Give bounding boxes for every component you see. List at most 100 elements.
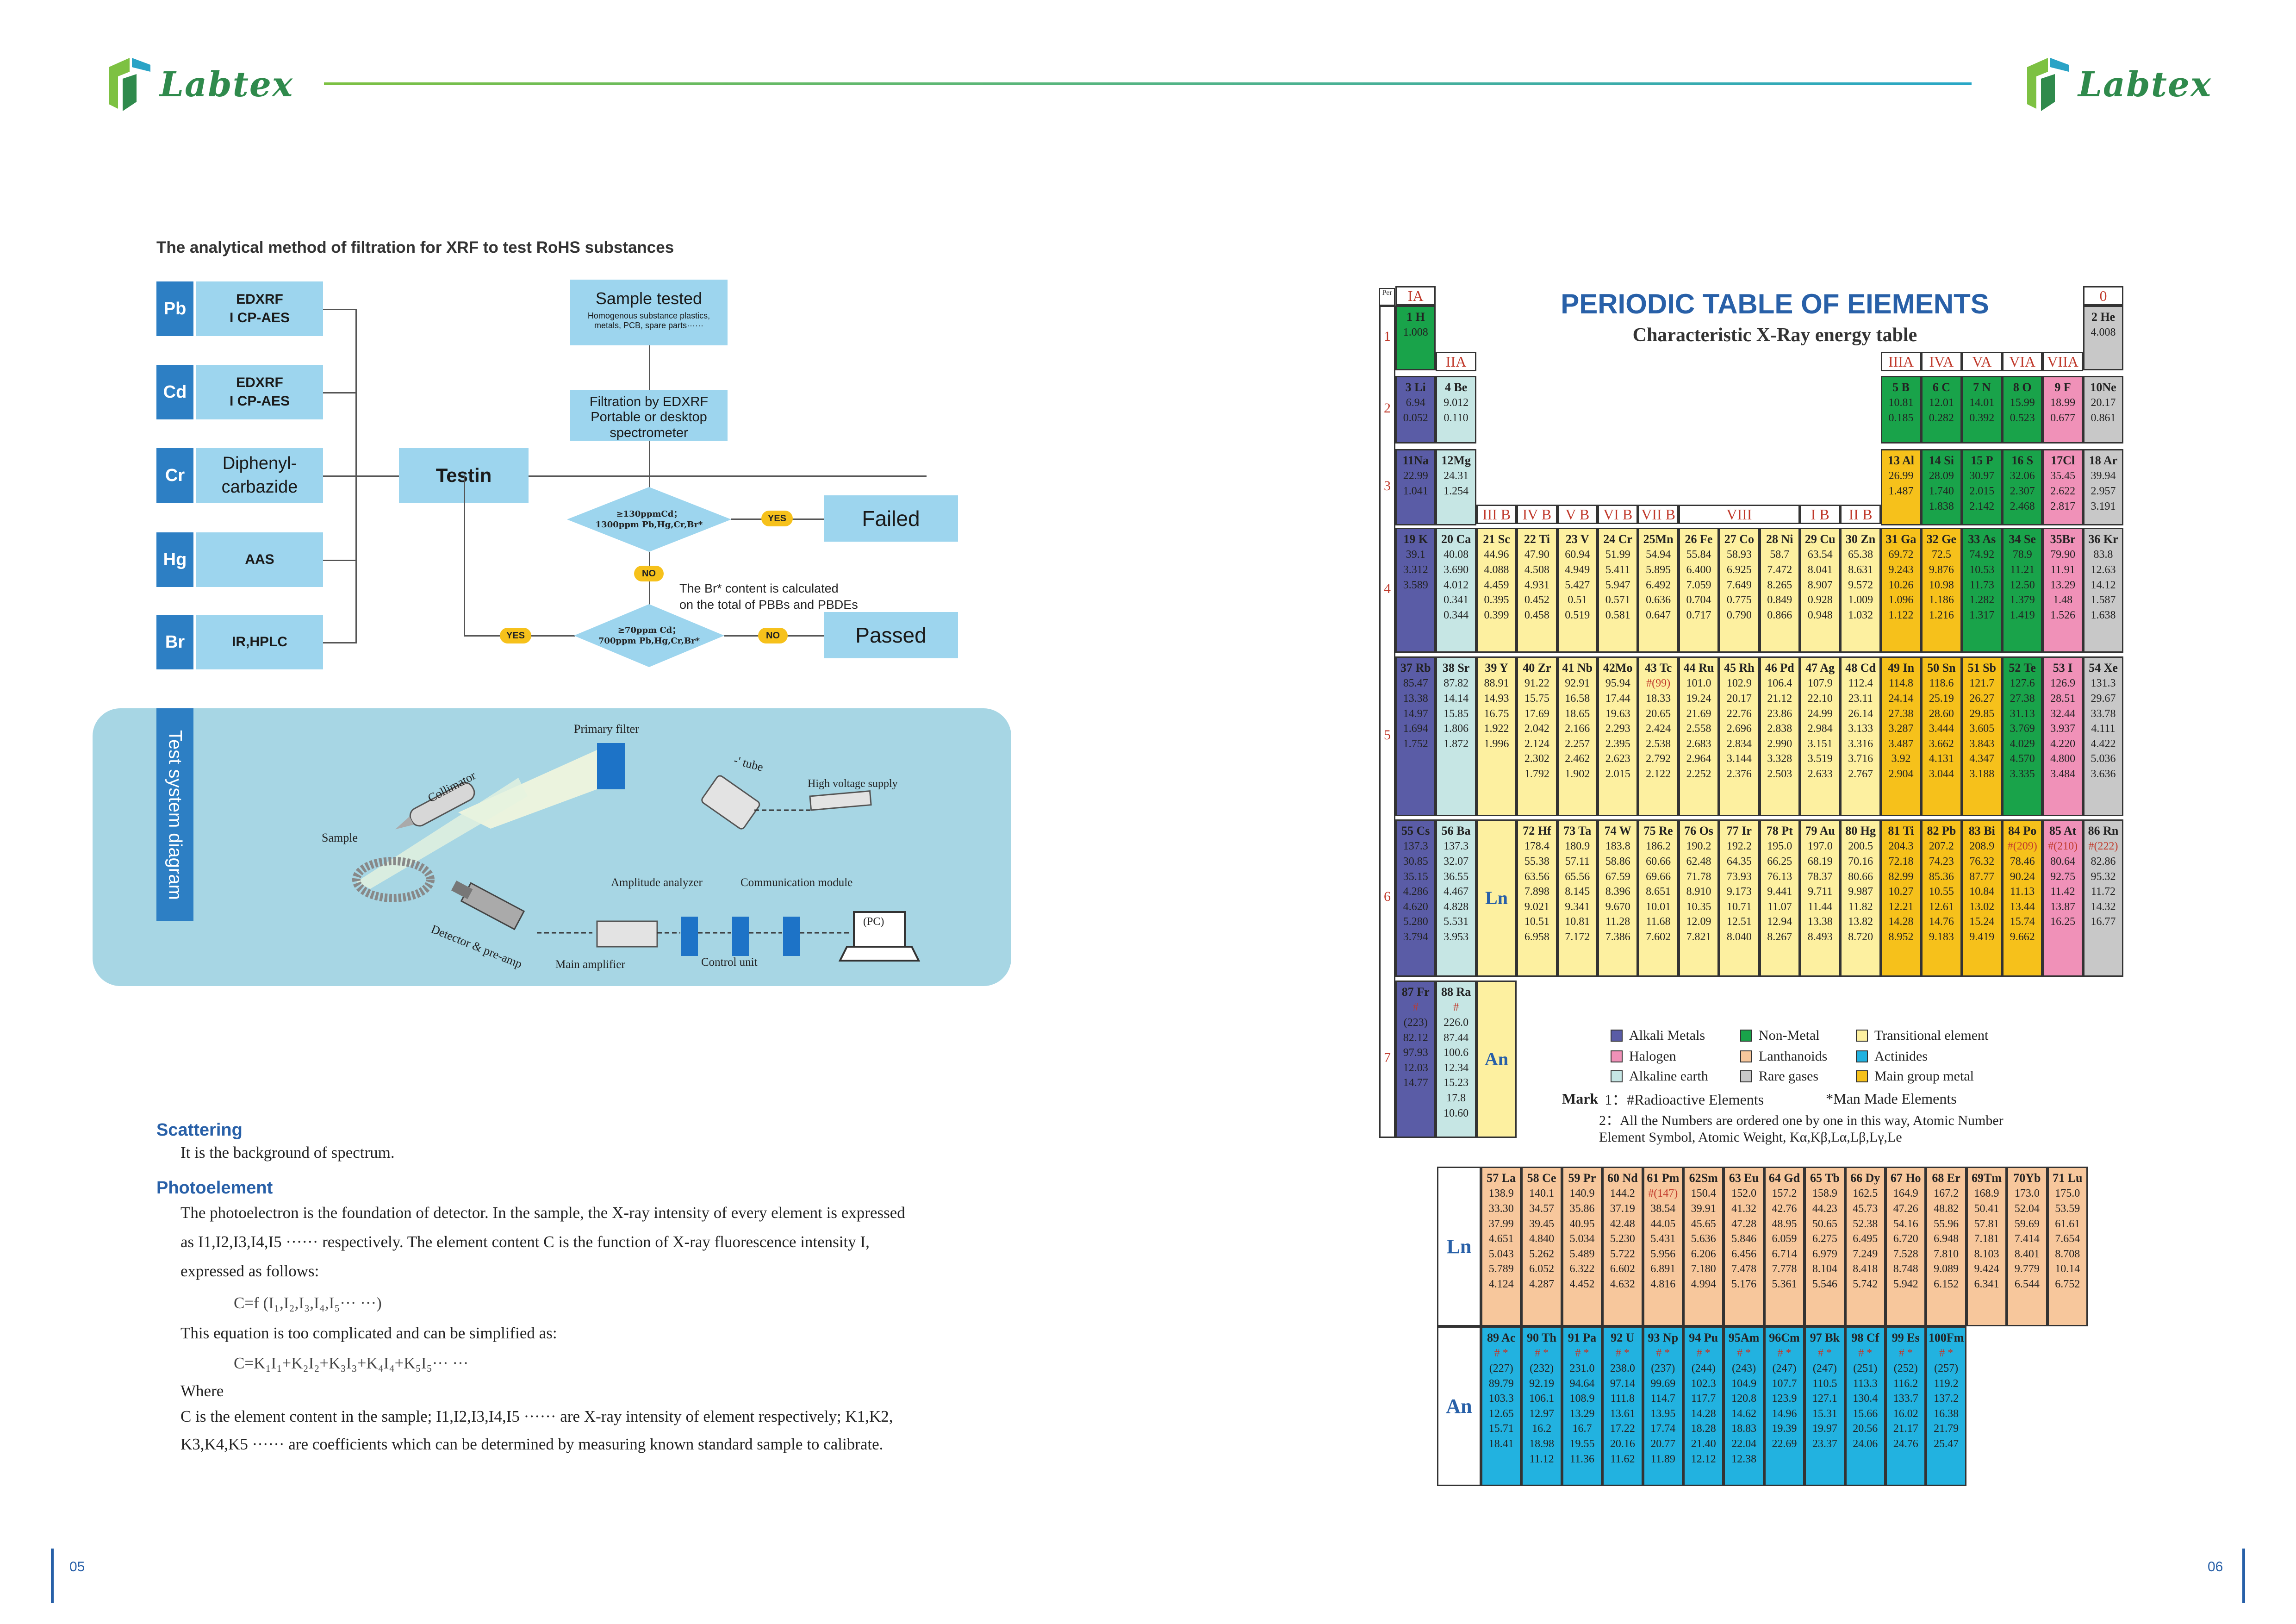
method-pb: Pb EDXRF I CP-AES xyxy=(156,281,323,336)
element-cell: 56 Ba 137.3 32.07 36.55 4.467 4.828 5.531 3.953 xyxy=(1436,819,1476,977)
element-symbol: 68 Er xyxy=(1932,1171,1960,1185)
element-value: 102.3 xyxy=(1691,1377,1716,1390)
element-symbol: 20 Ca xyxy=(1441,532,1471,546)
para-5: Where xyxy=(180,1382,224,1400)
mark-line-2: 2：All the Numbers are ordered one by one… xyxy=(1599,1113,2004,1128)
element-value: 4.459 xyxy=(1484,579,1509,591)
element-value: 39.1 xyxy=(1406,549,1425,561)
element-value: 5.846 xyxy=(1731,1233,1757,1245)
element-value: 5.043 xyxy=(1488,1248,1514,1260)
element-value: 5.361 xyxy=(1772,1278,1797,1291)
element-value: #(99) xyxy=(1646,677,1671,690)
element-value: 2.633 xyxy=(1807,768,1833,781)
element-value: 11.36 xyxy=(1569,1453,1595,1465)
equation-2: C=K₁I₁+K₂I₂+K₃I₃+K₄I₄+K₅I₅··· ··· xyxy=(234,1354,469,1372)
element-symbol: 33 As xyxy=(1968,532,1996,546)
element-value: 2.558 xyxy=(1686,723,1711,735)
element-value: 5.895 xyxy=(1646,563,1671,576)
element-value: 6.400 xyxy=(1686,563,1711,576)
element-value: 1.041 xyxy=(1403,485,1428,497)
element-value: 2.696 xyxy=(1726,723,1752,735)
element-value: 6.714 xyxy=(1772,1248,1797,1260)
element-cell: 4 Be 9.012 0.110 xyxy=(1436,376,1476,443)
header-rule xyxy=(324,82,1972,85)
element-symbol: 73 Ta xyxy=(1563,824,1592,837)
element-value: 7.181 xyxy=(1974,1233,1999,1245)
element-value: 63.56 xyxy=(1524,870,1549,883)
method-line1: Diphenyl- xyxy=(222,453,297,473)
main-amp-label: Main amplifier xyxy=(555,958,625,971)
element-value: 4.949 xyxy=(1565,563,1590,576)
element-symbol: 49 In xyxy=(1887,661,1915,675)
element-value: 7.386 xyxy=(1605,931,1630,943)
element-value: 28.60 xyxy=(1929,707,1954,720)
element-value: 10.53 xyxy=(1969,563,1995,576)
element-value: 0.636 xyxy=(1646,594,1671,606)
element-value: 104.9 xyxy=(1731,1377,1757,1390)
element-value: 52.04 xyxy=(2014,1202,2040,1215)
para-4: This equation is too complicated and can… xyxy=(180,1324,557,1342)
element-value: 5.742 xyxy=(1853,1278,1878,1291)
lanthanide-cell: 70Yb 173.0 52.04 59.69 7.414 8.401 9.779 6.544 xyxy=(2007,1167,2047,1326)
element-value: 7.249 xyxy=(1853,1248,1878,1260)
element-value: 2.395 xyxy=(1605,737,1630,750)
element-symbol: 71 Lu xyxy=(2053,1171,2083,1185)
failed-box: Failed xyxy=(824,495,958,542)
group-iiia: IIIA xyxy=(1880,352,1922,371)
element-value: 57.11 xyxy=(1565,855,1590,868)
element-value: 2.503 xyxy=(1767,768,1792,781)
element-value: 6.752 xyxy=(2055,1278,2080,1291)
element-value: 55.84 xyxy=(1686,549,1711,561)
element-value: 58.7 xyxy=(1770,549,1790,561)
group-0: 0 xyxy=(2083,286,2124,306)
element-value: 14.28 xyxy=(1888,916,1914,928)
method-line2: carbazide xyxy=(221,477,298,497)
page-number-right: 06 xyxy=(2208,1559,2223,1574)
element-value: 73.93 xyxy=(1726,870,1752,883)
element-symbol: 54 Xe xyxy=(2089,661,2118,675)
connector xyxy=(323,560,355,561)
element-value: 9.089 xyxy=(1934,1263,1959,1275)
element-value: 1.009 xyxy=(1848,594,1873,606)
element-value: 8.418 xyxy=(1853,1263,1878,1275)
element-symbol: 61 Pm xyxy=(1647,1171,1680,1185)
element-value: 17.44 xyxy=(1605,692,1630,705)
element-value: 25.47 xyxy=(1934,1438,1959,1450)
element-value: 7.472 xyxy=(1767,563,1792,576)
element-value: 2.817 xyxy=(2050,500,2076,512)
element-cell: 35Br 79.90 11.91 13.29 1.48 1.526 xyxy=(2042,528,2083,653)
element-value: 5.280 xyxy=(1403,916,1428,928)
element-value: 3.312 xyxy=(1403,563,1428,576)
element-value: 2.302 xyxy=(1524,753,1549,765)
element-cell: 88 Ra #226.0 87.44 100.6 12.34 15.23 17.8 10.60 xyxy=(1436,981,1476,1138)
element-value: 168.9 xyxy=(1974,1187,1999,1200)
brand-logo-right: Labtex xyxy=(2022,53,2212,116)
element-value: 10.71 xyxy=(1726,900,1752,913)
element-value: 44.96 xyxy=(1484,549,1509,561)
element-value: 13.82 xyxy=(1848,916,1873,928)
element-symbol: 22 Ti xyxy=(1524,532,1550,546)
element-value: 180.9 xyxy=(1565,840,1590,853)
element-symbol: 47 Ag xyxy=(1805,661,1835,675)
element-value: 11.89 xyxy=(1650,1453,1675,1465)
method-br: Br IR,HPLC xyxy=(156,615,323,669)
element-cell: 47 Ag 107.9 22.10 24.99 2.984 3.151 3.519 2.633 xyxy=(1800,656,1841,816)
period-number: 3 xyxy=(1384,478,1391,493)
element-value: 10.14 xyxy=(2055,1263,2080,1275)
element-cell: 46 Pd 106.4 21.12 23.86 2.838 2.990 3.328 2.503 xyxy=(1759,656,1800,816)
element-value: 8.267 xyxy=(1767,931,1792,943)
element-value: 16.7 xyxy=(1572,1423,1592,1435)
element-value: 7.180 xyxy=(1691,1263,1716,1275)
element-value: 23.37 xyxy=(1812,1438,1837,1450)
element-value: 19.55 xyxy=(1569,1438,1595,1450)
element-value: 8.041 xyxy=(1807,563,1833,576)
element-value: 2.538 xyxy=(1646,737,1671,750)
actinide-cell: 96Cm # * (247) 107.7 123.9 14.96 19.39 22.69 xyxy=(1764,1326,1805,1486)
element-value: 3.519 xyxy=(1807,753,1833,765)
element-value: 63.54 xyxy=(1807,549,1833,561)
element-value: 4.508 xyxy=(1524,563,1549,576)
legend-label: Transitional element xyxy=(1874,1028,1989,1043)
element-value: 175.0 xyxy=(2055,1187,2080,1200)
element-value: 1.872 xyxy=(1444,737,1469,750)
element-value: 102.9 xyxy=(1726,677,1752,690)
